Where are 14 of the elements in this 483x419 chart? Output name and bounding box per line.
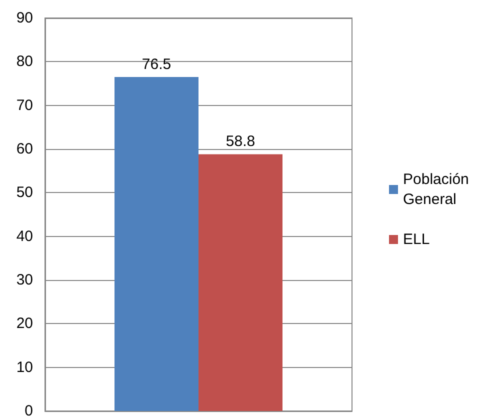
- y-tick-label: 10: [16, 358, 33, 376]
- y-tick-label: 60: [16, 140, 33, 158]
- y-tick-label: 90: [16, 10, 33, 26]
- y-tick-label: 0: [24, 402, 33, 419]
- y-tick-label: 50: [16, 184, 33, 202]
- y-tick-label: 70: [16, 96, 33, 114]
- legend-label: ELL: [403, 231, 430, 248]
- legend-label: Población General: [403, 171, 474, 208]
- y-tick-label: 40: [16, 228, 33, 245]
- y-tick-label: 20: [16, 315, 33, 332]
- y-tick-label: 80: [16, 53, 33, 70]
- y-tick-label: 30: [16, 272, 33, 288]
- data-label: 58.8: [226, 133, 256, 150]
- data-label: 76.5: [142, 56, 172, 73]
